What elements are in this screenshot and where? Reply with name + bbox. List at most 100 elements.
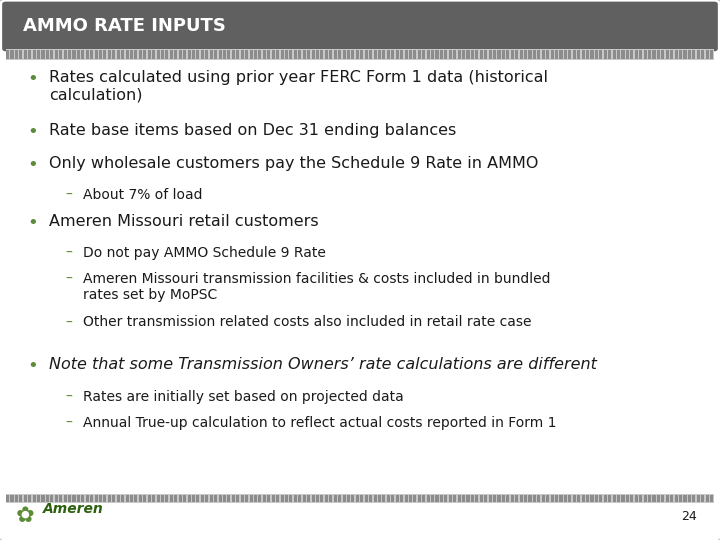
FancyBboxPatch shape — [489, 495, 492, 502]
FancyBboxPatch shape — [679, 50, 682, 59]
FancyBboxPatch shape — [382, 50, 385, 59]
FancyBboxPatch shape — [214, 50, 217, 59]
FancyBboxPatch shape — [657, 495, 660, 502]
FancyBboxPatch shape — [644, 50, 647, 59]
FancyBboxPatch shape — [546, 50, 549, 59]
FancyBboxPatch shape — [568, 495, 572, 502]
FancyBboxPatch shape — [125, 495, 129, 502]
FancyBboxPatch shape — [436, 495, 438, 502]
FancyBboxPatch shape — [135, 495, 138, 502]
FancyBboxPatch shape — [104, 495, 107, 502]
FancyBboxPatch shape — [338, 495, 341, 502]
FancyBboxPatch shape — [546, 495, 549, 502]
Text: Do not pay AMMO Schedule 9 Rate: Do not pay AMMO Schedule 9 Rate — [83, 246, 325, 260]
FancyBboxPatch shape — [662, 50, 665, 59]
FancyBboxPatch shape — [258, 50, 261, 59]
FancyBboxPatch shape — [214, 495, 217, 502]
FancyBboxPatch shape — [652, 50, 656, 59]
FancyBboxPatch shape — [387, 495, 390, 502]
FancyBboxPatch shape — [240, 50, 244, 59]
FancyBboxPatch shape — [50, 50, 53, 59]
FancyBboxPatch shape — [197, 50, 199, 59]
FancyBboxPatch shape — [338, 50, 341, 59]
FancyBboxPatch shape — [24, 495, 27, 502]
FancyBboxPatch shape — [55, 50, 58, 59]
FancyBboxPatch shape — [471, 495, 474, 502]
FancyBboxPatch shape — [374, 495, 377, 502]
FancyBboxPatch shape — [73, 495, 76, 502]
FancyBboxPatch shape — [156, 495, 160, 502]
FancyBboxPatch shape — [688, 495, 691, 502]
FancyBboxPatch shape — [46, 495, 49, 502]
FancyBboxPatch shape — [139, 495, 142, 502]
FancyBboxPatch shape — [418, 50, 421, 59]
FancyBboxPatch shape — [431, 495, 434, 502]
Text: Rate base items based on Dec 31 ending balances: Rate base items based on Dec 31 ending b… — [49, 123, 456, 138]
FancyBboxPatch shape — [86, 50, 89, 59]
FancyBboxPatch shape — [10, 50, 14, 59]
FancyBboxPatch shape — [183, 50, 186, 59]
FancyBboxPatch shape — [582, 50, 585, 59]
FancyBboxPatch shape — [232, 50, 235, 59]
FancyBboxPatch shape — [46, 50, 49, 59]
FancyBboxPatch shape — [378, 50, 381, 59]
FancyBboxPatch shape — [104, 50, 107, 59]
FancyBboxPatch shape — [652, 495, 656, 502]
Text: –: – — [65, 390, 72, 404]
FancyBboxPatch shape — [316, 495, 319, 502]
FancyBboxPatch shape — [351, 50, 354, 59]
FancyBboxPatch shape — [329, 495, 333, 502]
FancyBboxPatch shape — [449, 50, 452, 59]
FancyBboxPatch shape — [267, 50, 270, 59]
FancyBboxPatch shape — [6, 49, 714, 60]
FancyBboxPatch shape — [613, 50, 616, 59]
FancyBboxPatch shape — [480, 50, 483, 59]
FancyBboxPatch shape — [369, 495, 372, 502]
FancyBboxPatch shape — [19, 50, 22, 59]
FancyBboxPatch shape — [568, 50, 572, 59]
FancyBboxPatch shape — [400, 50, 403, 59]
FancyBboxPatch shape — [201, 495, 204, 502]
FancyBboxPatch shape — [320, 50, 323, 59]
FancyBboxPatch shape — [510, 50, 514, 59]
FancyBboxPatch shape — [608, 495, 611, 502]
FancyBboxPatch shape — [485, 495, 487, 502]
FancyBboxPatch shape — [675, 50, 678, 59]
FancyBboxPatch shape — [630, 495, 634, 502]
FancyBboxPatch shape — [254, 50, 257, 59]
FancyBboxPatch shape — [489, 50, 492, 59]
FancyBboxPatch shape — [453, 50, 456, 59]
FancyBboxPatch shape — [63, 495, 67, 502]
FancyBboxPatch shape — [537, 495, 541, 502]
Text: 24: 24 — [681, 510, 697, 523]
FancyBboxPatch shape — [639, 50, 642, 59]
FancyBboxPatch shape — [77, 495, 80, 502]
FancyBboxPatch shape — [63, 50, 67, 59]
FancyBboxPatch shape — [427, 495, 430, 502]
FancyBboxPatch shape — [621, 50, 624, 59]
FancyBboxPatch shape — [166, 495, 168, 502]
FancyBboxPatch shape — [316, 50, 319, 59]
FancyBboxPatch shape — [396, 495, 399, 502]
FancyBboxPatch shape — [533, 50, 536, 59]
Text: •: • — [27, 357, 37, 375]
FancyBboxPatch shape — [55, 495, 58, 502]
FancyBboxPatch shape — [564, 50, 567, 59]
FancyBboxPatch shape — [325, 495, 328, 502]
FancyBboxPatch shape — [666, 495, 669, 502]
FancyBboxPatch shape — [236, 495, 239, 502]
FancyBboxPatch shape — [356, 50, 359, 59]
FancyBboxPatch shape — [710, 50, 713, 59]
FancyBboxPatch shape — [276, 50, 279, 59]
FancyBboxPatch shape — [440, 495, 443, 502]
Text: •: • — [27, 123, 37, 141]
FancyBboxPatch shape — [302, 50, 306, 59]
FancyBboxPatch shape — [174, 50, 177, 59]
FancyBboxPatch shape — [333, 50, 337, 59]
FancyBboxPatch shape — [595, 50, 598, 59]
FancyBboxPatch shape — [670, 495, 673, 502]
FancyBboxPatch shape — [325, 50, 328, 59]
FancyBboxPatch shape — [436, 50, 438, 59]
FancyBboxPatch shape — [285, 50, 288, 59]
FancyBboxPatch shape — [59, 50, 62, 59]
